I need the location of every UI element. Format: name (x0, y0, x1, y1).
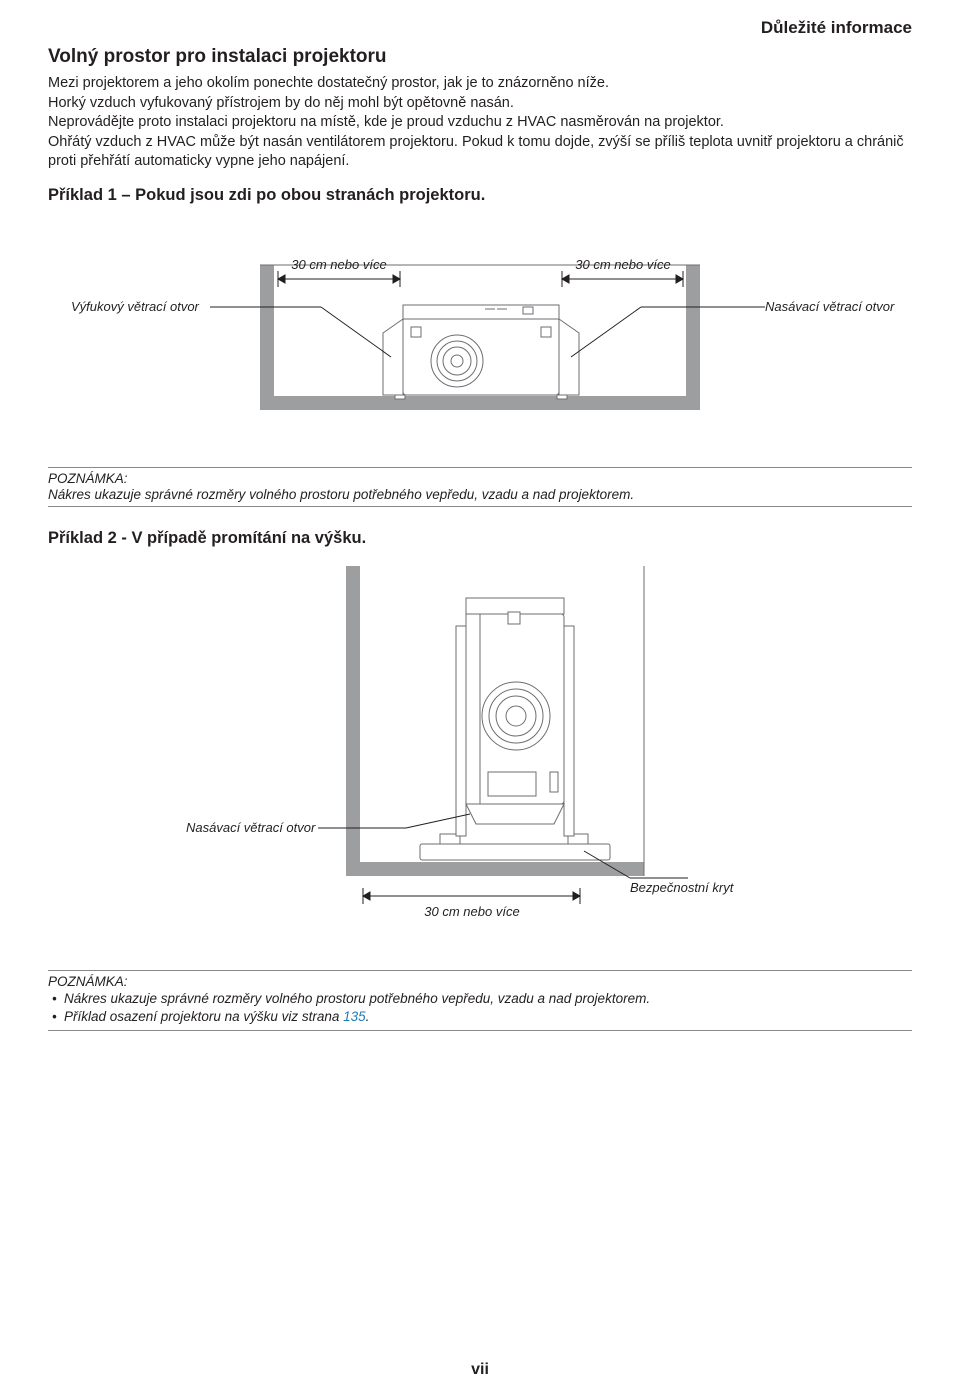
intake-label: Nasávací větrací otvor (765, 299, 895, 314)
example1-heading: Příklad 1 – Pokud jsou zdi po obou stran… (48, 186, 912, 205)
intro-paragraph: Mezi projektorem a jeho okolím ponechte … (48, 74, 912, 172)
section-title: Důležité informace (761, 18, 912, 37)
page-number: vii (0, 1361, 960, 1379)
dim-bottom-label: 30 cm nebo více (424, 904, 519, 919)
note2-item1: Nákres ukazuje správné rozměry volného p… (50, 990, 912, 1008)
dim-left-label: 30 cm nebo více (291, 257, 386, 272)
note1-label: POZNÁMKA: (48, 471, 912, 486)
example2-note: POZNÁMKA: Nákres ukazuje správné rozměry… (48, 970, 912, 1031)
note2-label: POZNÁMKA: (48, 974, 912, 989)
cover-label: Bezpečnostní kryt (630, 880, 735, 895)
note1-text: Nákres ukazuje správné rozměry volného p… (48, 487, 912, 502)
note2-list: Nákres ukazuje správné rozměry volného p… (48, 990, 912, 1026)
note2-item2-a: Příklad osazení projektoru na výšku viz … (64, 1009, 343, 1024)
example2-heading: Příklad 2 - V případě promítání na výšku… (48, 529, 912, 548)
note2-item2: Příklad osazení projektoru na výšku viz … (50, 1008, 912, 1026)
note2-item2-b: . (366, 1009, 370, 1024)
dim-right-label: 30 cm nebo více (575, 257, 670, 272)
main-heading: Volný prostor pro instalaci projektoru (48, 46, 912, 68)
example1-note: POZNÁMKA: Nákres ukazuje správné rozměry… (48, 467, 912, 507)
page-link[interactable]: 135 (343, 1009, 366, 1024)
exhaust-label: Výfukový větrací otvor (71, 299, 200, 314)
example1-diagram: 30 cm nebo více 30 cm nebo více Výfukový… (48, 223, 912, 433)
intake2-label: Nasávací větrací otvor (186, 820, 316, 835)
example2-diagram: Nasávací větrací otvor Bezpečnostní kryt… (48, 566, 912, 936)
section-header: Důležité informace (48, 18, 912, 38)
